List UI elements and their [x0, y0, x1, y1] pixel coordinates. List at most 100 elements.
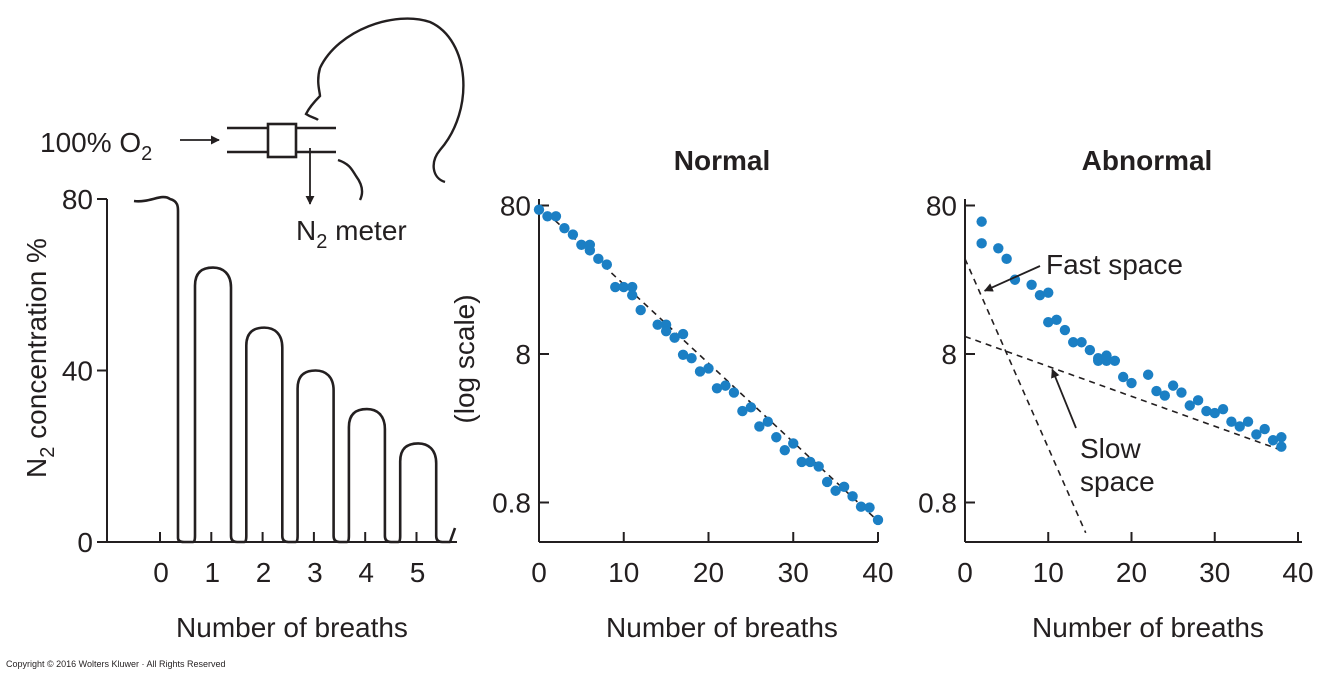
c3-data-point — [1093, 355, 1104, 366]
c3-data-point — [1001, 253, 1012, 265]
c2-data-point — [754, 421, 765, 432]
c2-x-tick-label: 30 — [778, 557, 809, 588]
head-outline — [304, 17, 465, 201]
c3-y-tick-label: 0.8 — [918, 488, 957, 519]
c2-data-point — [737, 405, 748, 417]
c3-data-point — [1276, 432, 1287, 443]
chart-washout-trace: 0 40 80 0 1 2 3 4 5 Number of breaths N2 concen… — [21, 184, 457, 643]
chart1-x-tick-label: 2 — [256, 557, 272, 588]
c3-data-point — [1251, 429, 1262, 440]
c2-data-point — [567, 229, 579, 240]
c2-data-point — [593, 253, 604, 265]
chart3-x-label: Number of breaths — [1032, 612, 1264, 643]
c2-data-point — [762, 416, 774, 427]
c3-data-point — [1043, 316, 1054, 328]
breathing-apparatus-diagram — [180, 17, 465, 205]
c2-data-point — [677, 349, 689, 361]
c2-data-point — [855, 501, 867, 512]
chart1-y-tick-label: 0 — [77, 527, 93, 558]
c2-data-point — [576, 239, 587, 250]
c3-y-tick-label: 8 — [941, 339, 957, 370]
c3-data-point — [1259, 423, 1270, 435]
c3-fit-line — [964, 335, 1282, 451]
c3-data-point — [1242, 416, 1254, 427]
c3-data-point — [1009, 274, 1021, 285]
chart2-x-label: Number of breaths — [606, 612, 838, 643]
c3-data-point — [1084, 344, 1096, 356]
c2-data-point — [652, 319, 663, 330]
c2-data-point — [813, 461, 824, 472]
c2-data-point — [627, 290, 638, 301]
chart1-x-tick-label: 5 — [410, 557, 426, 588]
c2-x-tick-label: 10 — [608, 557, 639, 588]
valve-box — [266, 122, 298, 159]
c3-data-point — [1059, 324, 1071, 336]
c3-x-tick-label: 30 — [1199, 557, 1230, 588]
chart2-title: Normal — [674, 145, 770, 176]
c2-x-tick-label: 0 — [531, 557, 547, 588]
chart1-y-tick-label: 40 — [62, 356, 93, 387]
c2-data-point — [779, 445, 790, 456]
c2-data-point — [703, 363, 714, 374]
c2-data-point — [618, 281, 629, 293]
chart2-y-label: (log scale) — [449, 294, 480, 423]
c3-data-point — [1117, 371, 1129, 383]
c3-data-point — [1043, 287, 1054, 298]
chart3-title: Abnormal — [1082, 145, 1213, 176]
c3-data-point — [1034, 290, 1046, 301]
c2-data-point — [847, 491, 858, 502]
slow-space-label-line2: space — [1080, 466, 1155, 497]
chart-abnormal: Abnormal 80 8 0.8 0 10 20 30 40 Fast space Slow… — [918, 145, 1314, 643]
c3-data-point — [976, 238, 987, 249]
c3-data-point — [1159, 390, 1171, 401]
c2-data-point — [542, 211, 553, 222]
chart1-x-tick-label: 1 — [205, 557, 221, 588]
c2-data-point — [711, 383, 723, 394]
c2-data-point — [821, 476, 833, 488]
c2-data-point — [584, 239, 596, 250]
c2-x-tick-label: 40 — [862, 557, 893, 588]
c3-x-tick-label: 40 — [1282, 557, 1313, 588]
c2-data-point — [610, 281, 621, 293]
c3-data-point — [1142, 369, 1154, 380]
c2-x-tick-label: 20 — [693, 557, 724, 588]
c2-data-point — [872, 514, 884, 526]
c2-data-point — [627, 281, 638, 293]
c3-data-point — [1226, 416, 1237, 427]
c3-data-point — [1276, 441, 1287, 452]
c2-data-point — [660, 325, 672, 337]
c3-data-point — [1217, 403, 1229, 415]
c2-data-point — [669, 332, 680, 343]
c2-data-point — [694, 366, 706, 377]
c2-data-point — [720, 380, 731, 391]
c3-data-point — [1209, 407, 1220, 419]
c2-data-point — [533, 204, 545, 215]
c3-data-point — [1151, 385, 1162, 397]
c2-data-point — [796, 456, 807, 468]
c2-data-point — [788, 438, 799, 449]
c3-data-point — [1026, 279, 1037, 290]
c3-x-tick-label: 20 — [1116, 557, 1147, 588]
c2-data-point — [677, 328, 689, 340]
c3-data-point — [1184, 400, 1195, 411]
c3-data-point — [1051, 314, 1062, 325]
c2-data-point — [601, 259, 612, 270]
chart-normal: Normal 80 8 0.8 0 10 20 30 40 Number of breath… — [449, 145, 894, 643]
chart1-x-tick-label: 4 — [358, 557, 374, 588]
c3-data-point — [1192, 395, 1204, 406]
c3-data-point — [1076, 337, 1087, 348]
c3-y-tick-label: 80 — [926, 191, 957, 222]
c3-fit-line — [964, 258, 1087, 534]
chart1-y-tick-label: 80 — [62, 184, 93, 215]
c3-data-point — [1201, 405, 1212, 417]
c2-data-point — [728, 387, 740, 398]
slow-space-label-line1: Slow — [1080, 433, 1141, 464]
c3-data-point — [1167, 380, 1179, 391]
c2-y-tick-label: 80 — [500, 191, 531, 222]
chart1-x-label: Number of breaths — [176, 612, 408, 643]
chart1-x-tick-label: 3 — [307, 557, 323, 588]
slow-space-arrow — [1051, 368, 1077, 429]
c2-y-tick-label: 8 — [515, 339, 531, 370]
c3-data-point — [1176, 387, 1187, 398]
